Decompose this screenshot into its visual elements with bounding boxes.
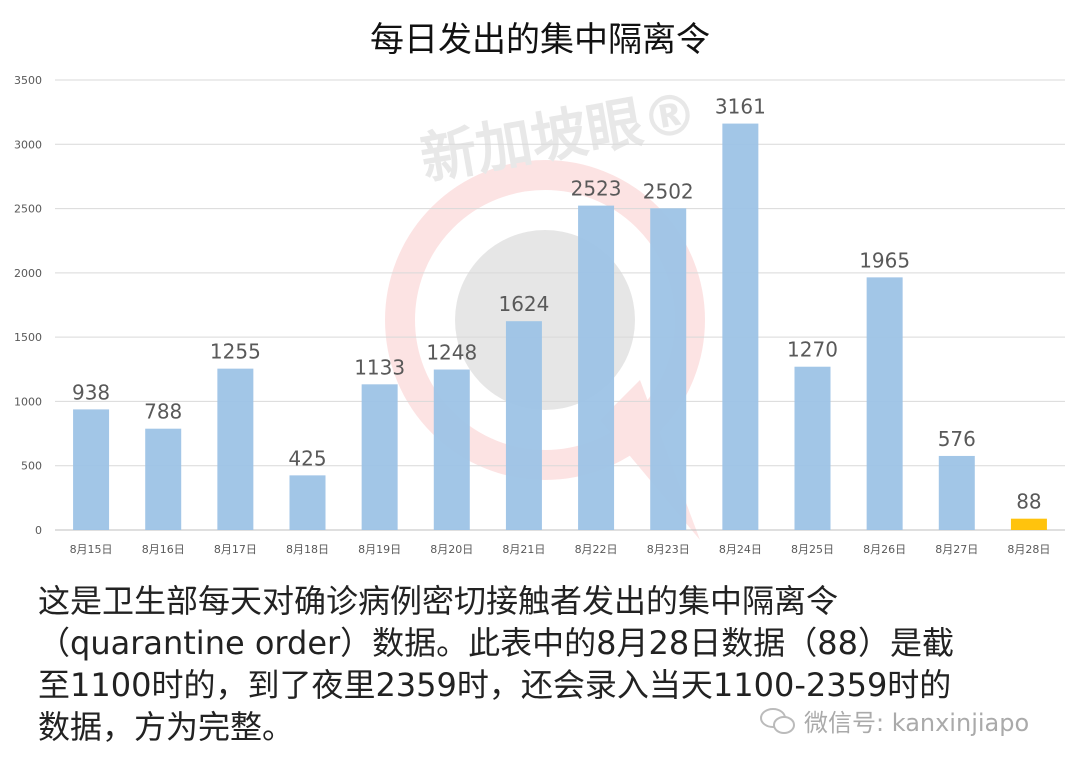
y-tick-label: 2500 bbox=[14, 203, 42, 216]
caption-line: 数据，方为完整。 bbox=[38, 708, 295, 746]
wechat-icon bbox=[760, 707, 795, 734]
x-tick-label: 8月18日 bbox=[286, 543, 329, 556]
y-tick-label: 1000 bbox=[14, 395, 42, 408]
wechat-id: 微信号: kanxinjiapo bbox=[758, 703, 1029, 738]
bar bbox=[1010, 518, 1047, 530]
bar bbox=[217, 368, 254, 530]
data-label: 88 bbox=[1016, 490, 1041, 514]
bar bbox=[361, 384, 398, 530]
x-tick-label: 8月16日 bbox=[142, 543, 185, 556]
bar bbox=[650, 208, 687, 531]
x-tick-label: 8月28日 bbox=[1007, 543, 1050, 556]
x-tick-label: 8月27日 bbox=[935, 543, 978, 556]
y-tick-label: 3500 bbox=[14, 74, 42, 87]
caption-line: 至1100时的，到了夜里2359时，还会录入当天1100-2359时的 bbox=[38, 666, 952, 704]
bar bbox=[505, 321, 542, 530]
bar bbox=[73, 409, 110, 530]
bar bbox=[578, 205, 615, 530]
data-label: 2502 bbox=[643, 179, 694, 203]
x-tick-label: 8月21日 bbox=[502, 543, 545, 556]
y-tick-label: 1500 bbox=[14, 331, 42, 344]
x-tick-label: 8月17日 bbox=[214, 543, 257, 556]
x-tick-label: 8月23日 bbox=[647, 543, 690, 556]
data-label: 1965 bbox=[859, 248, 910, 272]
x-tick-label: 8月26日 bbox=[863, 543, 906, 556]
x-tick-label: 8月20日 bbox=[430, 543, 473, 556]
data-label: 788 bbox=[144, 400, 182, 424]
bar bbox=[866, 277, 903, 530]
bar bbox=[938, 455, 975, 530]
data-label: 576 bbox=[938, 427, 976, 451]
y-tick-label: 2000 bbox=[14, 267, 42, 280]
x-tick-label: 8月22日 bbox=[575, 543, 618, 556]
bar bbox=[433, 369, 470, 530]
data-label: 2523 bbox=[571, 177, 622, 201]
caption: 这是卫生部每天对确诊病例密切接触者发出的集中隔离令 （quarantine or… bbox=[38, 580, 1068, 748]
data-label: 1248 bbox=[426, 341, 477, 365]
bar bbox=[794, 366, 831, 530]
data-label: 1624 bbox=[498, 292, 549, 316]
caption-line: 这是卫生部每天对确诊病例密切接触者发出的集中隔离令 bbox=[38, 582, 839, 620]
data-label: 425 bbox=[288, 446, 326, 470]
x-tick-label: 8月15日 bbox=[70, 543, 113, 556]
x-tick-label: 8月24日 bbox=[719, 543, 762, 556]
bar bbox=[145, 428, 182, 530]
y-tick-label: 500 bbox=[21, 460, 42, 473]
data-label: 1255 bbox=[210, 340, 261, 364]
chart-title: 每日发出的集中隔离令 bbox=[370, 20, 710, 60]
data-label: 1270 bbox=[787, 338, 838, 362]
y-tick-label: 0 bbox=[35, 524, 42, 537]
bar bbox=[289, 475, 326, 530]
x-tick-label: 8月19日 bbox=[358, 543, 401, 556]
x-tick-label: 8月25日 bbox=[791, 543, 834, 556]
data-label: 938 bbox=[72, 380, 110, 404]
data-label: 3161 bbox=[715, 95, 766, 119]
caption-line: （quarantine order）数据。此表中的8月28日数据（88）是截 bbox=[38, 624, 954, 662]
data-label: 1133 bbox=[354, 355, 405, 379]
y-tick-label: 3000 bbox=[14, 138, 42, 151]
bar bbox=[722, 123, 759, 530]
wechat-label: 微信号: kanxinjiapo bbox=[804, 709, 1030, 737]
